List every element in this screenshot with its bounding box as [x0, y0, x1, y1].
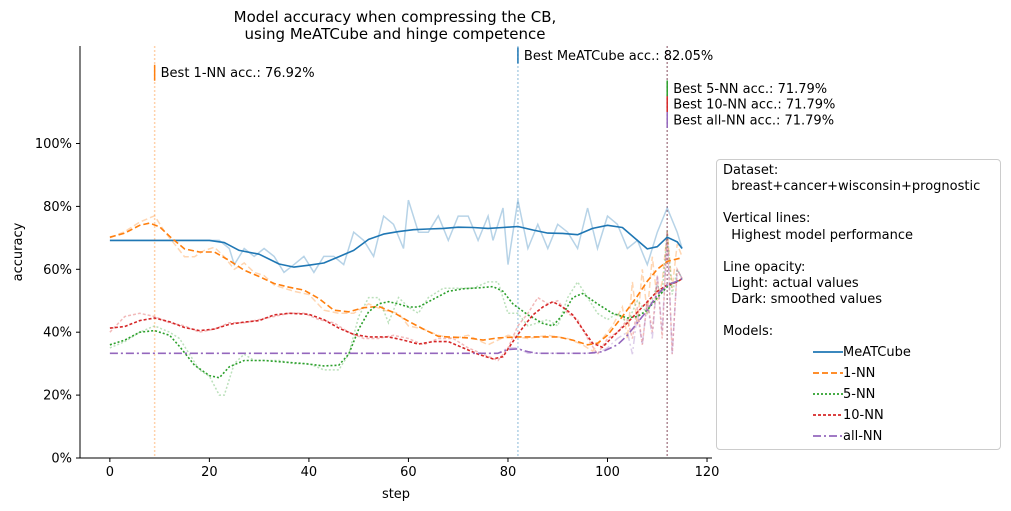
- legend-entry-1-nn: 1-NN: [723, 364, 994, 385]
- best-labels: Best MeATCube acc.: 82.05% Best 1-NN acc.…: [153, 47, 835, 128]
- best-label-10-nn: Best 10-NN acc.: 71.79%: [673, 98, 835, 113]
- legend-entry-meatcube: MeATCube: [723, 343, 994, 364]
- legend-entries: MeATCube 1-NN 5-NN 10-NN all-NN: [723, 343, 994, 448]
- y-tick-label-2: 40%: [43, 326, 72, 341]
- legend-label-1-nn: 1-NN: [843, 365, 876, 381]
- best-label-meatcube: Best MeATCube acc.: 82.05%: [524, 49, 713, 64]
- best-performance-vlines: [153, 46, 668, 458]
- best-label-5-nn: Best 5-NN acc.: 71.79%: [673, 82, 827, 97]
- legend-vlines-header: Vertical lines:: [723, 211, 811, 227]
- x-tick-label-0: 0: [106, 465, 114, 480]
- legend: Dataset: breast+cancer+wisconsin+prognos…: [716, 159, 1001, 450]
- legend-entry-10-nn: 10-NN: [723, 406, 994, 427]
- raw-line-1-nn: [109, 214, 683, 353]
- legend-dataset-name: breast+cancer+wisconsin+prognostic: [723, 179, 981, 195]
- raw-line-all-nn: [109, 231, 683, 355]
- raw-line-10-nn: [109, 231, 683, 362]
- legend-label-5-nn: 5-NN: [843, 386, 876, 402]
- y-tick-label-1: 20%: [43, 389, 72, 404]
- legend-swatch-10-nn: [813, 413, 843, 416]
- legend-vlines-desc: Highest model performance: [723, 227, 914, 243]
- legend-swatch-meatcube: [813, 350, 843, 353]
- raw-line-meatcube: [109, 199, 683, 274]
- legend-dataset-header: Dataset:: [723, 163, 779, 178]
- x-axis-label: step: [382, 487, 410, 502]
- raw-line-5-nn: [109, 231, 683, 396]
- smooth-line-10-nn: [109, 278, 683, 360]
- legend-entry-5-nn: 5-NN: [723, 385, 994, 406]
- y-tick-label-4: 80%: [43, 200, 72, 215]
- legend-label-10-nn: 10-NN: [843, 407, 884, 423]
- raw-series-group: [109, 199, 683, 396]
- y-axis-label: accuracy: [11, 222, 26, 281]
- smoothed-series-group: [109, 222, 683, 379]
- y-tick-label-0: 0%: [51, 452, 72, 467]
- legend-models-header: Models:: [723, 324, 774, 340]
- x-tick-label-80: 80: [500, 465, 517, 480]
- best-label-1-nn: Best 1-NN acc.: 76.92%: [161, 66, 315, 81]
- legend-swatch-all-nn: [813, 434, 843, 437]
- legend-label-all-nn: all-NN: [843, 428, 883, 444]
- x-tick-label-40: 40: [301, 465, 318, 480]
- y-tick-label-3: 60%: [43, 263, 72, 278]
- x-tick-label-100: 100: [595, 465, 620, 480]
- legend-opacity-header: Line opacity:: [723, 259, 806, 275]
- legend-opacity-light: Light: actual values: [723, 276, 859, 292]
- smooth-line-all-nn: [109, 277, 683, 355]
- legend-entry-all-nn: all-NN: [723, 427, 994, 448]
- smooth-line-5-nn: [109, 277, 683, 379]
- y-tick-label-5: 100%: [35, 137, 72, 152]
- legend-swatch-1-nn: [813, 371, 843, 374]
- x-tick-label-60: 60: [400, 465, 417, 480]
- legend-swatch-5-nn: [813, 392, 843, 395]
- chart-title-line-1: Model accuracy when compressing the CB,: [234, 8, 557, 26]
- x-tick-label-20: 20: [201, 465, 218, 480]
- legend-label-meatcube: MeATCube: [843, 344, 911, 360]
- smooth-line-meatcube: [109, 224, 683, 268]
- chart-title-line-2: using MeATCube and hinge competence: [245, 25, 546, 43]
- legend-opacity-dark: Dark: smoothed values: [723, 292, 882, 308]
- best-label-all-nn: Best all-NN acc.: 71.79%: [673, 113, 834, 128]
- x-tick-label-120: 120: [695, 465, 720, 480]
- chart-title: Model accuracy when compressing the CB,u…: [234, 8, 557, 43]
- axes: 0 20 40 60 80 100 120 0% 20% 40% 60% 80% 100%: [35, 46, 720, 480]
